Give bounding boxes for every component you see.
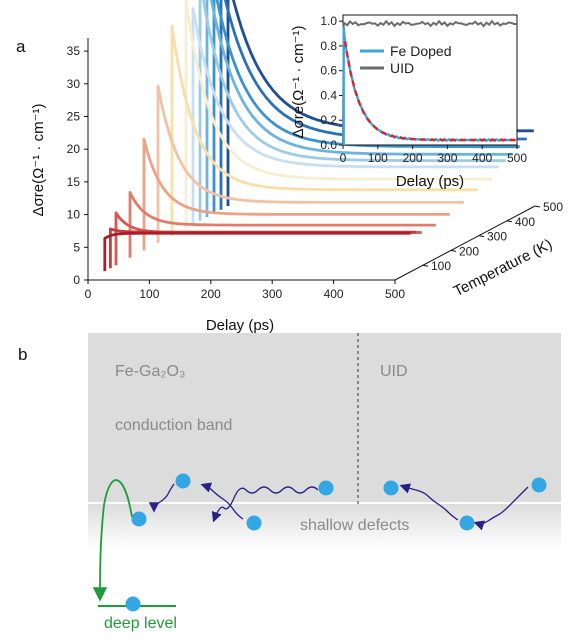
z-tick-label: 100 (431, 259, 451, 273)
conduction-band-region (88, 333, 561, 503)
electron (246, 515, 262, 531)
inset-x-tick-label: 100 (368, 151, 388, 165)
z-tick-label: 400 (515, 215, 535, 229)
inset-y-tick-label: 0.6 (320, 64, 337, 78)
trap-arrow (92, 479, 133, 602)
inset-frame (342, 14, 518, 146)
inset-y-tick-label: 1.0 (320, 14, 337, 28)
uid-label: UID (380, 363, 408, 380)
z-tick-mark (422, 264, 429, 267)
conduction-band-label: conduction band (115, 417, 232, 434)
panel-b-label: b (18, 345, 27, 364)
series-line (109, 227, 417, 269)
z-tick-mark (478, 235, 485, 238)
z-axis (394, 205, 536, 281)
z-tick-label: 300 (487, 230, 507, 244)
hop-arrow (211, 486, 319, 523)
inset-x-tick-label: 0 (340, 151, 347, 165)
inset-x-tick-label: 500 (507, 151, 527, 165)
y-ticks: 0 5 10 15 20 25 30 35 (67, 44, 88, 287)
trapped-electron (125, 596, 141, 612)
series-line (205, 0, 513, 218)
electron (531, 477, 547, 493)
z-ticks: 100 200 300 400 500 (422, 200, 563, 273)
inset-ticks: 0 100 200 300 400 500 0.0 0.2 0.4 0.6 0.8 1.0 (320, 14, 527, 165)
hop-arrow (148, 483, 175, 513)
y-tick-label: 20 (67, 142, 81, 156)
x-tick-label: 100 (139, 287, 159, 301)
inset-y-tick-label: 0.8 (320, 39, 337, 53)
inset-chart: 0 100 200 300 400 500 0.0 0.2 0.4 0.6 0.8 1.0 Delay… (290, 14, 527, 190)
x-tick-label: 0 (85, 287, 92, 301)
series-line (170, 24, 478, 236)
electron (459, 515, 475, 531)
inset-y-tick-label: 0.0 (320, 138, 337, 152)
inset-y-tick-label: 0.4 (320, 88, 337, 102)
y-axis-label: Δσre(Ω⁻¹ · cm⁻¹) (30, 104, 47, 217)
electron (175, 473, 191, 489)
z-tick-mark (506, 220, 513, 223)
z-tick-mark (534, 205, 541, 208)
shallow-defects-label: shallow defects (300, 517, 409, 534)
series-line (198, 0, 506, 221)
fe-ga2o3-label: Fe-Ga₂O₃ (115, 363, 186, 380)
y-tick-label: 25 (67, 109, 81, 123)
y-tick-label: 10 (67, 208, 81, 222)
y-tick-label: 35 (67, 44, 81, 58)
series-line (191, 7, 499, 225)
x-tick-label: 300 (262, 287, 282, 301)
legend-fe-label: Fe Doped (390, 43, 451, 59)
legend-uid-label: UID (390, 60, 414, 76)
inset-y-tick-label: 0.2 (320, 113, 337, 127)
inset-x-tick-label: 400 (472, 151, 492, 165)
panel-a-label: a (16, 37, 26, 56)
hop-arrow (473, 486, 529, 531)
uid-line (342, 19, 517, 146)
band-diagram: Fe-Ga₂O₃ UID conduction band shallow def… (88, 333, 561, 632)
y-tick-label: 15 (67, 175, 81, 189)
y-tick-label: 5 (73, 240, 80, 254)
series-line (156, 84, 464, 243)
inset-x-tick-label: 300 (437, 151, 457, 165)
inset-series (342, 19, 517, 146)
series-line (128, 191, 436, 258)
x-tick-label: 200 (201, 287, 221, 301)
series-line (184, 0, 492, 229)
x-ticks: 0 100 200 300 400 500 (85, 280, 405, 301)
hop-arrow (399, 483, 459, 521)
z-tick-mark (450, 249, 457, 252)
inset-x-tick-label: 200 (403, 151, 423, 165)
deep-level-label: deep level (104, 615, 177, 632)
fit-line (343, 41, 516, 142)
electron (383, 480, 399, 496)
x-axis-label: Delay (ps) (206, 317, 274, 334)
series-line (103, 231, 411, 272)
y-tick-label: 30 (67, 77, 81, 91)
z-tick-label: 500 (543, 200, 563, 214)
electron (318, 480, 334, 496)
electron (131, 511, 147, 527)
hop-arrow (200, 482, 244, 520)
series-line (142, 137, 450, 251)
x-tick-label: 400 (324, 287, 344, 301)
inset-y-label: Δσre(Ω⁻¹ · cm⁻¹) (290, 26, 307, 139)
z-tick-label: 200 (459, 244, 479, 258)
inset-x-label: Delay (ps) (396, 173, 464, 190)
x-tick-label: 500 (385, 287, 405, 301)
y-tick-label: 0 (73, 273, 80, 287)
